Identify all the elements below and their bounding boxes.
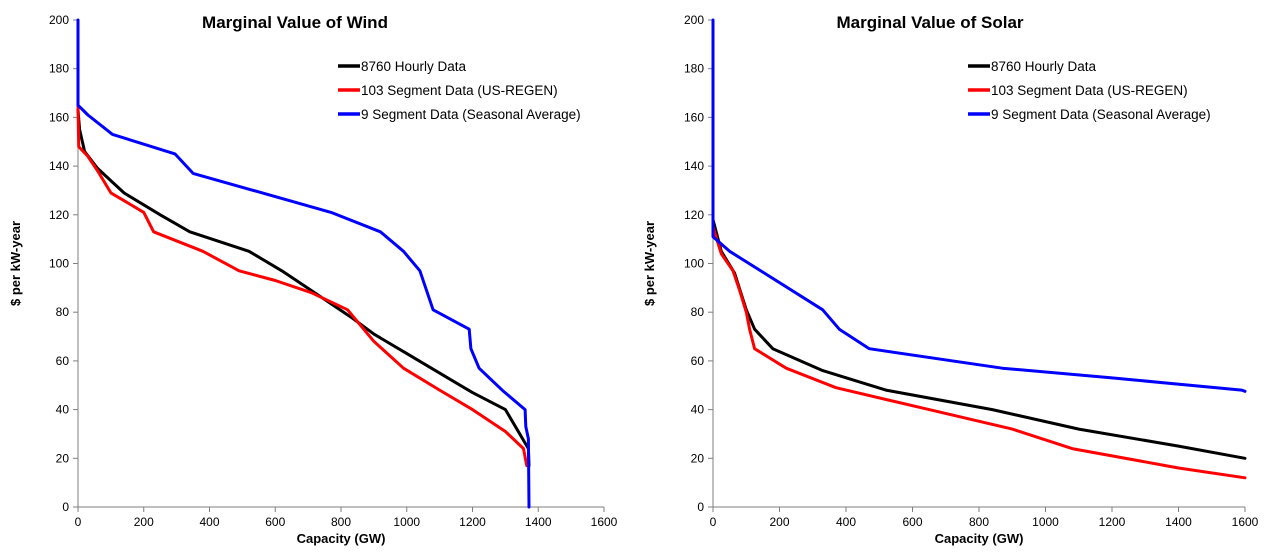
legend-label: 103 Segment Data (US-REGEN) <box>361 83 558 98</box>
x-tick-label: 1200 <box>459 515 486 529</box>
x-tick-label: 1000 <box>393 515 420 529</box>
x-tick-label: 200 <box>769 515 789 529</box>
x-tick-label: 800 <box>969 515 989 529</box>
y-tick-label: 80 <box>691 305 705 319</box>
series-line-2 <box>711 225 1247 480</box>
series-line-3 <box>76 18 531 509</box>
x-tick-label: 1400 <box>1165 515 1192 529</box>
y-tick-label: 60 <box>56 354 70 368</box>
chart-title: Marginal Value of Solar <box>836 13 1023 32</box>
y-tick-label: 140 <box>684 159 704 173</box>
solar-chart: Marginal Value of Solar 0 20 40 60 80 100 120 14… <box>642 13 1259 546</box>
legend-label: 103 Segment Data (US-REGEN) <box>991 83 1188 98</box>
y-tick-label: 100 <box>684 257 704 271</box>
y-tick-label: 120 <box>49 208 69 222</box>
y-tick-label: 160 <box>49 110 69 124</box>
y-tick-label: 200 <box>684 13 704 27</box>
y-tick-label: 40 <box>56 403 70 417</box>
x-tick-label: 800 <box>331 515 351 529</box>
y-tick-label: 60 <box>691 354 705 368</box>
y-tick-label: 140 <box>49 159 69 173</box>
y-tick-label: 20 <box>691 451 705 465</box>
x-axis-label: Capacity (GW) <box>297 531 386 546</box>
chart-title: Marginal Value of Wind <box>202 13 388 32</box>
legend-label: 8760 Hourly Data <box>991 59 1097 74</box>
legend-label: 8760 Hourly Data <box>361 59 467 74</box>
y-tick-label: 120 <box>684 208 704 222</box>
series-line-3 <box>711 18 1247 393</box>
series-line-2 <box>76 103 529 468</box>
y-tick-label: 40 <box>691 403 705 417</box>
y-tick-label: 80 <box>56 305 70 319</box>
y-axis-label: $ per kW-year <box>8 221 23 306</box>
legend-label: 9 Segment Data (Seasonal Average) <box>361 107 581 122</box>
legend-label: 9 Segment Data (Seasonal Average) <box>991 107 1211 122</box>
series-line-1 <box>76 108 531 468</box>
wind-chart: Marginal Value of Wind 0 20 40 60 80 100 120 140… <box>8 13 618 546</box>
y-tick-label: 200 <box>49 13 69 27</box>
y-tick-label: 180 <box>684 62 704 76</box>
x-axis-label: Capacity (GW) <box>935 531 1024 546</box>
y-axis-label: $ per kW-year <box>642 221 657 306</box>
x-tick-label: 400 <box>199 515 219 529</box>
x-tick-label: 1400 <box>525 515 552 529</box>
x-tick-label: 600 <box>265 515 285 529</box>
y-tick-label: 0 <box>697 500 704 514</box>
y-tick-label: 160 <box>684 110 704 124</box>
x-tick-label: 1000 <box>1032 515 1059 529</box>
x-tick-label: 600 <box>902 515 922 529</box>
x-tick-label: 1200 <box>1099 515 1126 529</box>
x-tick-label: 400 <box>836 515 856 529</box>
y-tick-label: 0 <box>62 500 69 514</box>
x-tick-label: 0 <box>75 515 82 529</box>
x-tick-label: 1600 <box>591 515 618 529</box>
y-tick-label: 20 <box>56 451 70 465</box>
y-tick-label: 180 <box>49 62 69 76</box>
x-tick-label: 200 <box>134 515 154 529</box>
x-tick-label: 1600 <box>1232 515 1259 529</box>
x-tick-label: 0 <box>710 515 717 529</box>
y-tick-label: 100 <box>49 257 69 271</box>
